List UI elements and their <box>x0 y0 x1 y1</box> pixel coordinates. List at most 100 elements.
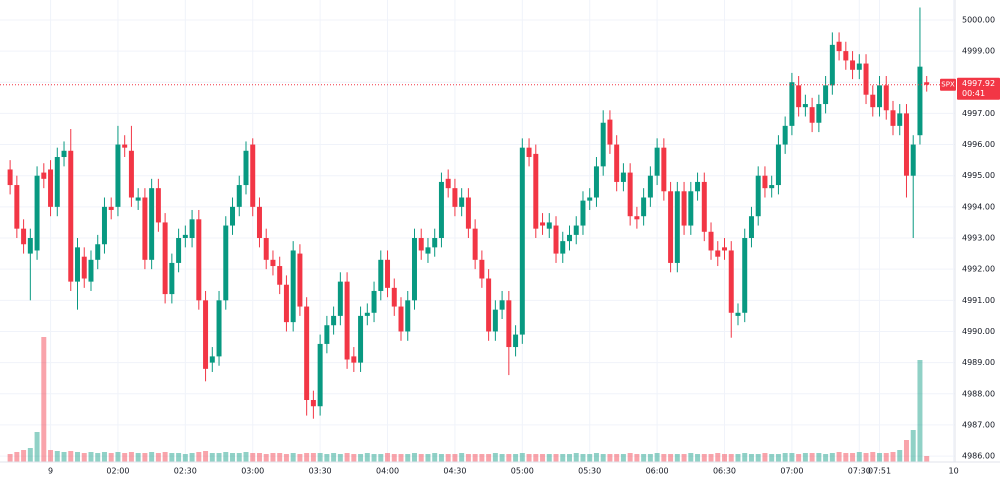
volume-bar <box>432 453 438 462</box>
candle-body <box>533 153 539 229</box>
candle-body <box>270 259 276 267</box>
volume-bar <box>553 454 559 462</box>
volume-bar <box>398 454 404 462</box>
volume-bar <box>829 453 835 462</box>
candle-body <box>513 334 519 348</box>
volume-bar <box>593 453 599 462</box>
candle-body <box>142 197 148 260</box>
volume-bar <box>499 454 505 462</box>
candle-body <box>910 144 916 176</box>
volume-bar <box>405 454 411 462</box>
candle-body <box>823 85 829 105</box>
candle-body <box>48 169 54 207</box>
candle-body <box>701 181 707 232</box>
candle-body <box>654 147 660 176</box>
volume-bar <box>816 453 822 462</box>
volume-bar <box>540 454 546 462</box>
x-tick-label: 04:00 <box>376 467 399 476</box>
volume-bar <box>283 454 289 462</box>
candle-body <box>614 144 620 182</box>
y-tick-label: 4987.00 <box>962 420 995 429</box>
candle-body <box>641 197 647 217</box>
y-tick-label: 4996.00 <box>962 140 995 149</box>
volume-bar <box>176 453 182 462</box>
candle-body <box>351 356 357 363</box>
volume-bar <box>728 454 734 462</box>
y-tick-label: 5000.00 <box>962 15 995 24</box>
volume-bar <box>748 454 754 462</box>
candle-body <box>101 206 107 245</box>
volume-bar <box>351 454 357 462</box>
candle-body <box>728 250 734 313</box>
volume-bar <box>641 454 647 462</box>
volume-bar <box>411 453 417 462</box>
candle-body <box>459 197 465 207</box>
candle-body <box>567 234 572 242</box>
candle-body <box>506 300 512 348</box>
volume-bar <box>580 454 586 462</box>
volume-bar <box>775 454 781 462</box>
candle-body <box>216 300 222 357</box>
volume-bar <box>378 454 384 462</box>
volume-bar <box>459 453 465 462</box>
candle-body <box>310 400 316 407</box>
volume-bar <box>95 453 101 462</box>
candle-body <box>695 181 701 192</box>
candle-body <box>223 225 229 301</box>
volume-bar <box>668 454 674 462</box>
volume-pane <box>7 337 930 462</box>
y-tick-label: 4994.00 <box>962 202 995 211</box>
volume-bar <box>782 453 788 462</box>
candle-body <box>209 356 215 363</box>
volume-bar <box>75 452 80 462</box>
candle-body <box>843 51 849 61</box>
volume-bar <box>385 453 391 462</box>
volume-bar <box>48 450 54 462</box>
volume-bar <box>870 452 876 462</box>
volume-bar <box>149 452 155 462</box>
candle-body <box>634 216 640 220</box>
candle-body <box>674 191 680 263</box>
volume-bar <box>890 452 896 462</box>
candle-body <box>122 144 128 148</box>
volume-bar <box>364 453 370 462</box>
candle-body <box>236 185 242 207</box>
candle-body <box>203 300 209 369</box>
candle-body <box>600 122 606 167</box>
candle-body <box>411 238 417 301</box>
volume-bar <box>688 453 694 462</box>
x-tick-label: 05:30 <box>578 467 601 476</box>
volume-bar <box>34 432 40 462</box>
candle-body <box>149 188 155 260</box>
candle-body <box>256 206 262 239</box>
candle-body <box>445 178 451 189</box>
candle-body <box>196 219 202 301</box>
candle-body <box>169 262 175 295</box>
candle-body <box>580 200 586 226</box>
x-tick-label: 05:00 <box>511 467 534 476</box>
volume-bar <box>331 453 337 462</box>
candle-body <box>263 238 269 260</box>
volume-bar <box>796 454 802 462</box>
volume-bar <box>479 454 485 462</box>
candle-body <box>135 197 141 201</box>
volume-bar <box>573 453 579 462</box>
candle-body <box>371 290 377 313</box>
y-tick-label: 4995.00 <box>962 171 995 180</box>
x-tick-label: 02:00 <box>106 467 129 476</box>
candle-body <box>499 300 505 310</box>
candle-body <box>432 238 438 248</box>
volume-bar <box>620 454 626 462</box>
candle-body <box>364 312 370 316</box>
volume-bar <box>654 453 660 462</box>
volume-bar <box>506 454 512 462</box>
candle-body <box>897 113 903 126</box>
volume-bar <box>486 454 492 462</box>
volume-bar <box>371 454 377 462</box>
volume-bar <box>203 451 209 462</box>
candle-body <box>385 259 391 288</box>
volume-bar <box>897 450 903 462</box>
volume-bar <box>189 453 195 462</box>
volume-bar <box>128 452 134 462</box>
